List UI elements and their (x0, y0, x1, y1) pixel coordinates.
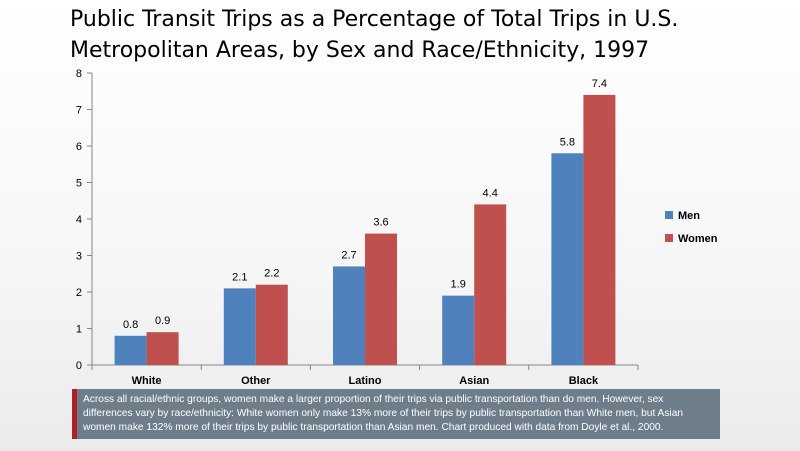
bar-women (474, 204, 507, 365)
chart-title-line-1: Public Transit Trips as a Percentage of … (70, 7, 679, 32)
y-tick-label: 6 (76, 141, 82, 153)
y-tick-label: 0 (76, 360, 82, 372)
data-label: 1.9 (451, 279, 466, 291)
bar-women (583, 94, 616, 366)
data-label: 4.4 (483, 187, 498, 199)
data-label: 0.9 (155, 315, 170, 327)
x-tick-label: Other (241, 375, 271, 387)
bar-women (255, 284, 288, 365)
bar-men (333, 266, 365, 365)
x-tick-label: Asian (459, 375, 489, 387)
data-label: 2.2 (264, 268, 279, 280)
chart-title: Public Transit Trips as a Percentage of … (70, 4, 770, 66)
y-tick-label: 4 (76, 214, 82, 226)
x-tick-label: Black (569, 375, 599, 387)
y-tick-label: 7 (76, 105, 82, 117)
data-label: 5.8 (560, 136, 575, 148)
bar-men (114, 335, 147, 365)
data-label: 0.8 (123, 319, 138, 331)
bar-chart: 0 1 2 3 4 5 6 7 8 0.8 0.9 White 2.1 2.2 Other 2.7 3.6 Lat… (76, 68, 718, 387)
chart-title-line-2: Metropolitan Areas, by Sex and Race/Ethn… (70, 38, 650, 63)
data-label: 2.7 (341, 249, 356, 261)
data-label: 7.4 (592, 78, 607, 90)
chart-caption: Across all racial/ethnic groups, women m… (72, 389, 720, 439)
x-tick-label: White (132, 375, 162, 387)
legend-label: Women (678, 233, 718, 245)
bar-women (146, 332, 179, 365)
x-tick-label: Latino (349, 375, 382, 387)
y-tick-label: 1 (76, 324, 82, 336)
bar-men (551, 153, 584, 365)
y-tick-label: 3 (76, 251, 82, 263)
bar-women (365, 233, 397, 365)
y-tick-label: 8 (76, 68, 82, 80)
bar-men (223, 288, 256, 365)
legend-swatch-men (665, 211, 673, 219)
data-label: 2.1 (232, 271, 247, 283)
y-tick-label: 5 (76, 178, 82, 190)
y-tick-label: 2 (76, 287, 82, 299)
data-label: 3.6 (373, 217, 388, 229)
legend-label: Men (678, 210, 700, 222)
legend-swatch-women (665, 234, 673, 242)
bar-men (442, 295, 475, 365)
